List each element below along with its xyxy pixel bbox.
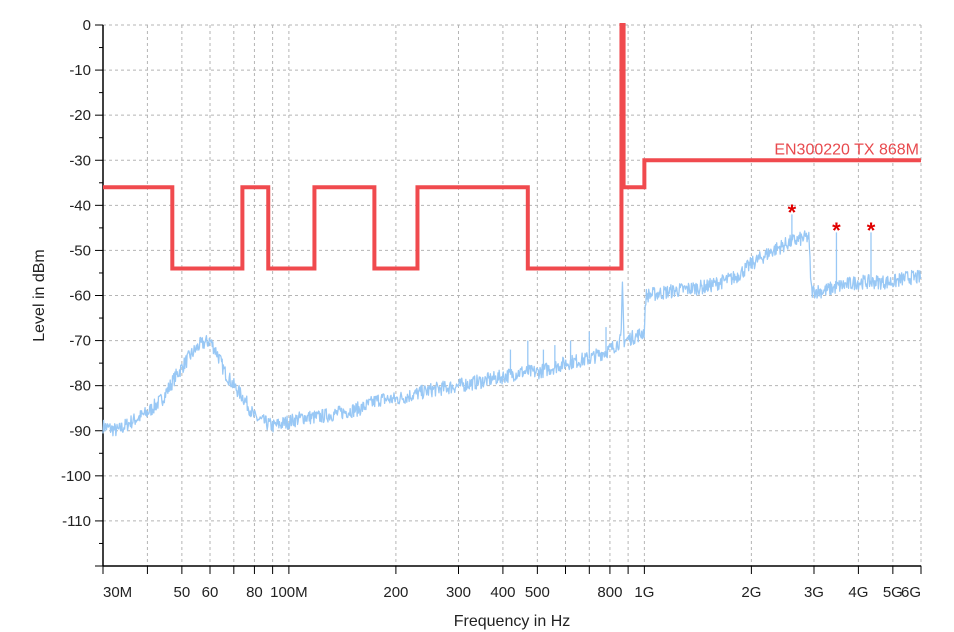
peak-markers: * * * xyxy=(788,200,876,243)
x-tick-label: 30M xyxy=(103,584,132,601)
y-tick-label: -50 xyxy=(69,242,91,259)
chart-labels: Frequency in Hz Level in dBm EN300220 TX… xyxy=(31,141,919,630)
spectrum-trace xyxy=(102,230,922,437)
chart-grid xyxy=(103,24,922,567)
x-tick-label: 300 xyxy=(446,584,471,601)
series-measured-spectrum xyxy=(102,214,922,437)
y-tick-label: -90 xyxy=(69,423,91,440)
x-axis-title: Frequency in Hz xyxy=(454,613,571,630)
x-tick-label: 3G xyxy=(804,584,824,601)
series-limit-line xyxy=(103,23,921,271)
y-tick-label: -80 xyxy=(69,378,91,395)
limit-line-label: EN300220 TX 868M xyxy=(774,141,919,158)
limit-line-path xyxy=(103,23,921,271)
peak-marker: * xyxy=(788,200,797,225)
x-tick-label: 100M xyxy=(270,584,308,601)
x-tick-label: 800 xyxy=(597,584,622,601)
x-tick-label: 200 xyxy=(383,584,408,601)
y-tick-label: -20 xyxy=(69,107,91,124)
x-tick-label: 50 xyxy=(174,584,191,601)
y-tick-label: 0 xyxy=(83,17,91,34)
x-tick-label: 80 xyxy=(246,584,263,601)
x-tick-label: 400 xyxy=(490,584,515,601)
chart-axes: 0 -10 -20 -30 -40 -50 -60 -70 -80 -90 -100 -110 30M 5… xyxy=(61,17,922,601)
x-tick-label: 60 xyxy=(202,584,219,601)
y-tick-label: -100 xyxy=(61,468,91,485)
y-tick-label: -30 xyxy=(69,152,91,169)
x-tick-label: 500 xyxy=(525,584,550,601)
x-tick-label: 4G xyxy=(848,584,868,601)
x-tick-label: 5G xyxy=(883,584,903,601)
peak-marker: * xyxy=(867,218,876,243)
y-tick-label: -110 xyxy=(62,513,91,530)
y-axis-title: Level in dBm xyxy=(31,249,48,342)
y-tick-label: -10 xyxy=(69,62,91,79)
x-tick-label: 2G xyxy=(741,584,761,601)
peak-marker: * xyxy=(832,218,841,243)
x-tick-label: 1G xyxy=(634,584,654,601)
y-tick-label: -70 xyxy=(69,333,91,350)
y-tick-label: -60 xyxy=(69,288,91,305)
y-tick-label: -40 xyxy=(69,197,91,214)
x-tick-label: 6G xyxy=(901,584,921,601)
